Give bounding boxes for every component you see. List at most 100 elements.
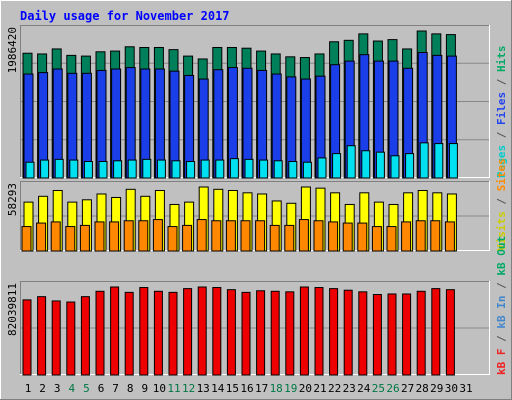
bar-kb-f-day-25 bbox=[372, 294, 382, 376]
bar-kb-f-day-6 bbox=[95, 290, 105, 376]
bar-sites-day-16 bbox=[240, 220, 251, 252]
bar-pages-day-27 bbox=[405, 153, 415, 179]
series-sites bbox=[21, 219, 455, 252]
x-tick-label-day-26: 26 bbox=[386, 382, 399, 395]
x-tick-label-day-21: 21 bbox=[313, 382, 326, 395]
bar-pages-day-2 bbox=[40, 159, 50, 179]
legend-part: kB F bbox=[495, 349, 508, 376]
legend-part: / bbox=[495, 72, 508, 92]
bar-pages-day-26 bbox=[390, 155, 400, 179]
bar-pages-day-18 bbox=[273, 160, 283, 179]
bar-sites-day-1 bbox=[21, 226, 32, 252]
bar-pages-day-17 bbox=[259, 159, 269, 179]
bar-sites-day-22 bbox=[328, 221, 339, 252]
bar-sites-day-10 bbox=[152, 219, 163, 252]
bar-sites-day-6 bbox=[94, 221, 105, 252]
bar-sites-day-7 bbox=[109, 221, 120, 252]
bar-pages-day-4 bbox=[69, 159, 79, 179]
series-pages bbox=[25, 142, 458, 179]
bar-pages-day-15 bbox=[229, 158, 239, 179]
x-tick-label-day-11: 11 bbox=[167, 382, 180, 395]
bar-pages-day-28 bbox=[419, 142, 429, 179]
legend-part: kB Out bbox=[495, 236, 508, 276]
bar-pages-day-19 bbox=[288, 161, 298, 179]
bar-pages-day-25 bbox=[375, 151, 385, 179]
bar-pages-day-16 bbox=[244, 158, 254, 179]
bar-kb-f-day-10 bbox=[153, 290, 163, 376]
panel-bottom: 82039811 kB F / kB In / kB Out bbox=[6, 236, 508, 376]
x-tick-label-day-22: 22 bbox=[328, 382, 341, 395]
x-tick-label-day-2: 2 bbox=[39, 382, 46, 395]
x-tick-label-day-31: 31 bbox=[459, 382, 472, 395]
bar-pages-day-7 bbox=[113, 160, 123, 179]
bar-kb-f-day-4 bbox=[66, 301, 76, 376]
bar-pages-day-30 bbox=[448, 143, 458, 179]
bar-kb-f-day-8 bbox=[124, 291, 134, 376]
legend-part: Pages bbox=[495, 145, 508, 178]
bar-pages-day-10 bbox=[156, 159, 166, 179]
legend-part: / bbox=[495, 276, 508, 296]
bar-kb-f-day-19 bbox=[285, 291, 295, 376]
x-tick-label-day-16: 16 bbox=[240, 382, 253, 395]
legend-part: Hits bbox=[495, 46, 508, 73]
bar-pages-day-22 bbox=[332, 153, 342, 179]
x-tick-label-day-23: 23 bbox=[343, 382, 356, 395]
x-tick-label-day-29: 29 bbox=[430, 382, 443, 395]
bar-kb-f-day-30 bbox=[445, 289, 455, 376]
legend-part: kB In bbox=[495, 296, 508, 329]
bar-pages-day-13 bbox=[200, 159, 210, 179]
bar-kb-f-day-13 bbox=[197, 286, 207, 376]
bar-sites-day-11 bbox=[167, 226, 178, 252]
bar-sites-day-13 bbox=[196, 219, 207, 252]
x-axis-labels: 1 2 3 4 5 6 7 8 9 10 11 12 13 14 15 16 17 18 19 20 21 22 23 24 2… bbox=[25, 382, 473, 395]
bar-sites-day-28 bbox=[415, 220, 426, 252]
bar-kb-f-day-27 bbox=[402, 293, 412, 376]
bar-sites-day-19 bbox=[284, 224, 295, 252]
bar-kb-f-day-3 bbox=[51, 300, 61, 376]
x-tick-label-day-4: 4 bbox=[68, 382, 75, 395]
legend-part: Visits bbox=[495, 211, 508, 251]
bar-kb-f-day-2 bbox=[37, 296, 47, 376]
x-tick-label-day-13: 13 bbox=[197, 382, 210, 395]
bar-kb-f-day-9 bbox=[139, 287, 149, 376]
bar-kb-f-day-7 bbox=[110, 286, 120, 376]
bar-pages-day-1 bbox=[25, 161, 35, 179]
legend-part: Files bbox=[495, 92, 508, 125]
chart-title: Daily usage for November 2017 bbox=[20, 9, 230, 23]
bar-sites-day-17 bbox=[255, 220, 266, 252]
bar-kb-f-day-20 bbox=[299, 286, 309, 376]
bar-pages-day-8 bbox=[127, 159, 137, 179]
bar-kb-f-day-1 bbox=[22, 299, 32, 376]
panel-bottom-legend-label: kB F / kB In / kB Out bbox=[495, 236, 508, 375]
bar-sites-day-25 bbox=[371, 226, 382, 252]
panel-bottom-max-label: 82039811 bbox=[6, 283, 19, 336]
bar-sites-day-2 bbox=[36, 222, 47, 252]
bar-sites-day-23 bbox=[342, 222, 353, 252]
bar-pages-day-29 bbox=[434, 143, 444, 179]
bar-kb-f-day-15 bbox=[226, 289, 236, 376]
x-tick-label-day-17: 17 bbox=[255, 382, 268, 395]
legend-part: Sites bbox=[495, 158, 508, 191]
x-tick-label-day-3: 3 bbox=[54, 382, 61, 395]
bar-kb-f-day-18 bbox=[270, 290, 280, 376]
x-tick-label-day-6: 6 bbox=[98, 382, 105, 395]
bar-pages-day-11 bbox=[171, 160, 181, 179]
bar-pages-day-23 bbox=[346, 145, 356, 179]
bar-pages-day-21 bbox=[317, 157, 327, 179]
bar-kb-f-day-14 bbox=[212, 287, 222, 376]
bar-sites-day-30 bbox=[444, 221, 455, 252]
x-tick-label-day-24: 24 bbox=[357, 382, 371, 395]
bar-pages-day-12 bbox=[186, 161, 196, 179]
bar-kb-f-day-28 bbox=[416, 290, 426, 376]
x-tick-label-day-18: 18 bbox=[270, 382, 283, 395]
bar-sites-day-4 bbox=[65, 226, 76, 252]
x-tick-label-day-5: 5 bbox=[83, 382, 90, 395]
x-tick-label-day-9: 9 bbox=[141, 382, 148, 395]
series-files bbox=[23, 52, 457, 179]
bar-pages-day-14 bbox=[215, 159, 225, 179]
x-tick-label-day-19: 19 bbox=[284, 382, 297, 395]
bar-sites-day-14 bbox=[211, 220, 222, 252]
panel-middle: 58293 Visits / Sites bbox=[6, 158, 508, 252]
panel-middle-max-label: 58293 bbox=[6, 183, 19, 216]
bar-sites-day-26 bbox=[386, 226, 397, 252]
